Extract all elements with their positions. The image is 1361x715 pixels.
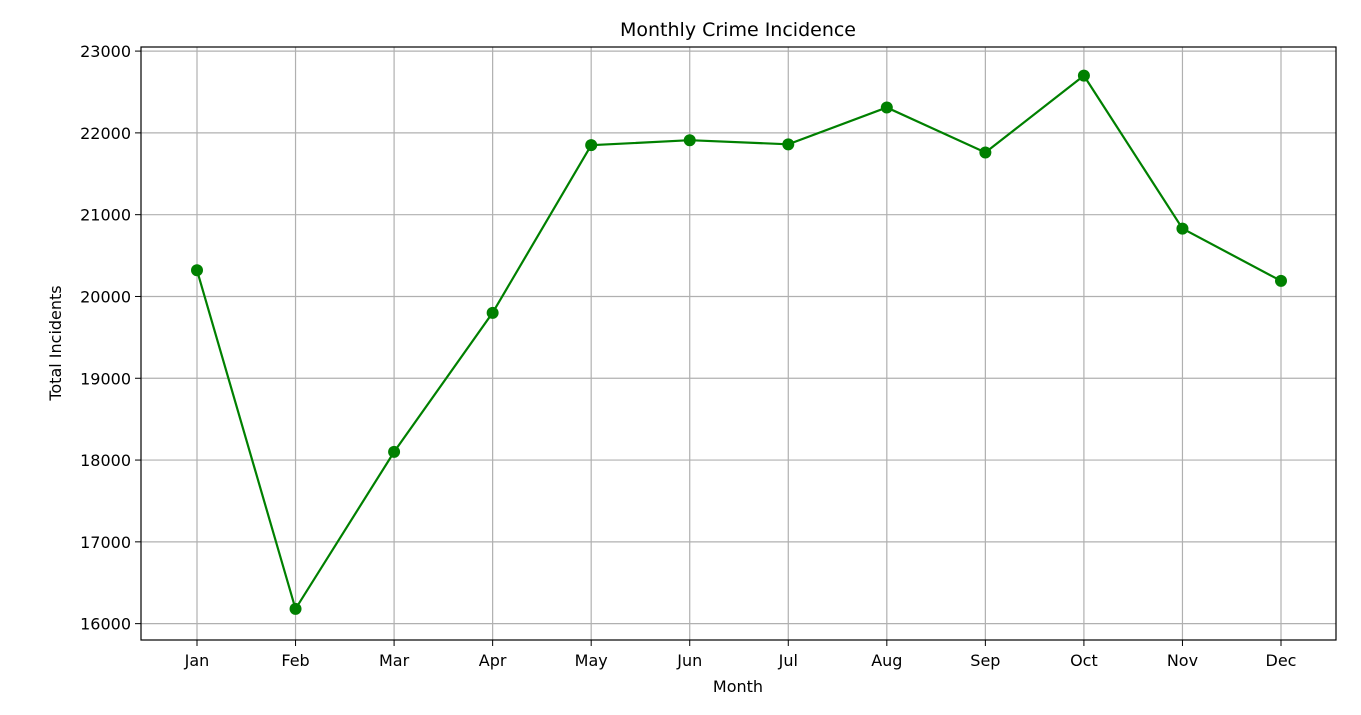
data-point-marker bbox=[1275, 274, 1287, 287]
series-line bbox=[195, 73, 1282, 612]
data-point-marker bbox=[191, 264, 203, 277]
x-tick-label: Dec bbox=[1266, 651, 1297, 670]
x-tick-label: Nov bbox=[1167, 651, 1198, 670]
x-tick-label: Apr bbox=[479, 651, 507, 670]
x-tick-label: Oct bbox=[1070, 651, 1098, 670]
y-tick-label: 18000 bbox=[80, 451, 131, 470]
series-layer bbox=[191, 69, 1287, 615]
data-point-marker bbox=[880, 101, 893, 114]
x-tick-label: Jun bbox=[676, 651, 702, 670]
x-tick-label: Jan bbox=[184, 651, 210, 670]
x-axis: Jan Feb Mar Apr May Jun Jul Aug Sep Oct Nov Dec bbox=[184, 640, 1297, 670]
data-point-marker bbox=[289, 602, 302, 615]
data-point-marker bbox=[388, 445, 401, 458]
x-tick-label: Aug bbox=[871, 651, 902, 670]
x-tick-label: Mar bbox=[379, 651, 410, 670]
x-tick-label: Sep bbox=[970, 651, 1000, 670]
chart-title: Monthly Crime Incidence bbox=[620, 19, 856, 41]
x-tick-label: Feb bbox=[281, 651, 309, 670]
data-point-marker bbox=[1077, 69, 1090, 82]
data-point-marker bbox=[486, 306, 499, 319]
y-tick-label: 17000 bbox=[80, 533, 131, 552]
plot-area-frame bbox=[140, 46, 1337, 641]
y-tick-label: 22000 bbox=[80, 124, 131, 143]
x-axis-label: Month bbox=[713, 677, 763, 696]
data-point-marker bbox=[683, 134, 696, 147]
x-tick-label: May bbox=[575, 651, 608, 670]
data-point-marker bbox=[1176, 222, 1189, 235]
y-tick-label: 16000 bbox=[80, 615, 131, 634]
y-axis-label: Total Incidents bbox=[46, 285, 65, 401]
y-tick-label: 19000 bbox=[80, 369, 131, 388]
y-tick-label: 20000 bbox=[80, 287, 131, 306]
y-axis: 16000 17000 18000 19000 20000 21000 22000 23000 bbox=[80, 42, 141, 634]
y-tick-label: 23000 bbox=[80, 42, 131, 61]
y-tick-label: 21000 bbox=[80, 206, 131, 225]
x-tick-label: Jul bbox=[778, 651, 798, 670]
data-point-marker bbox=[979, 146, 992, 159]
data-point-marker bbox=[782, 138, 795, 151]
data-point-marker bbox=[585, 139, 598, 152]
